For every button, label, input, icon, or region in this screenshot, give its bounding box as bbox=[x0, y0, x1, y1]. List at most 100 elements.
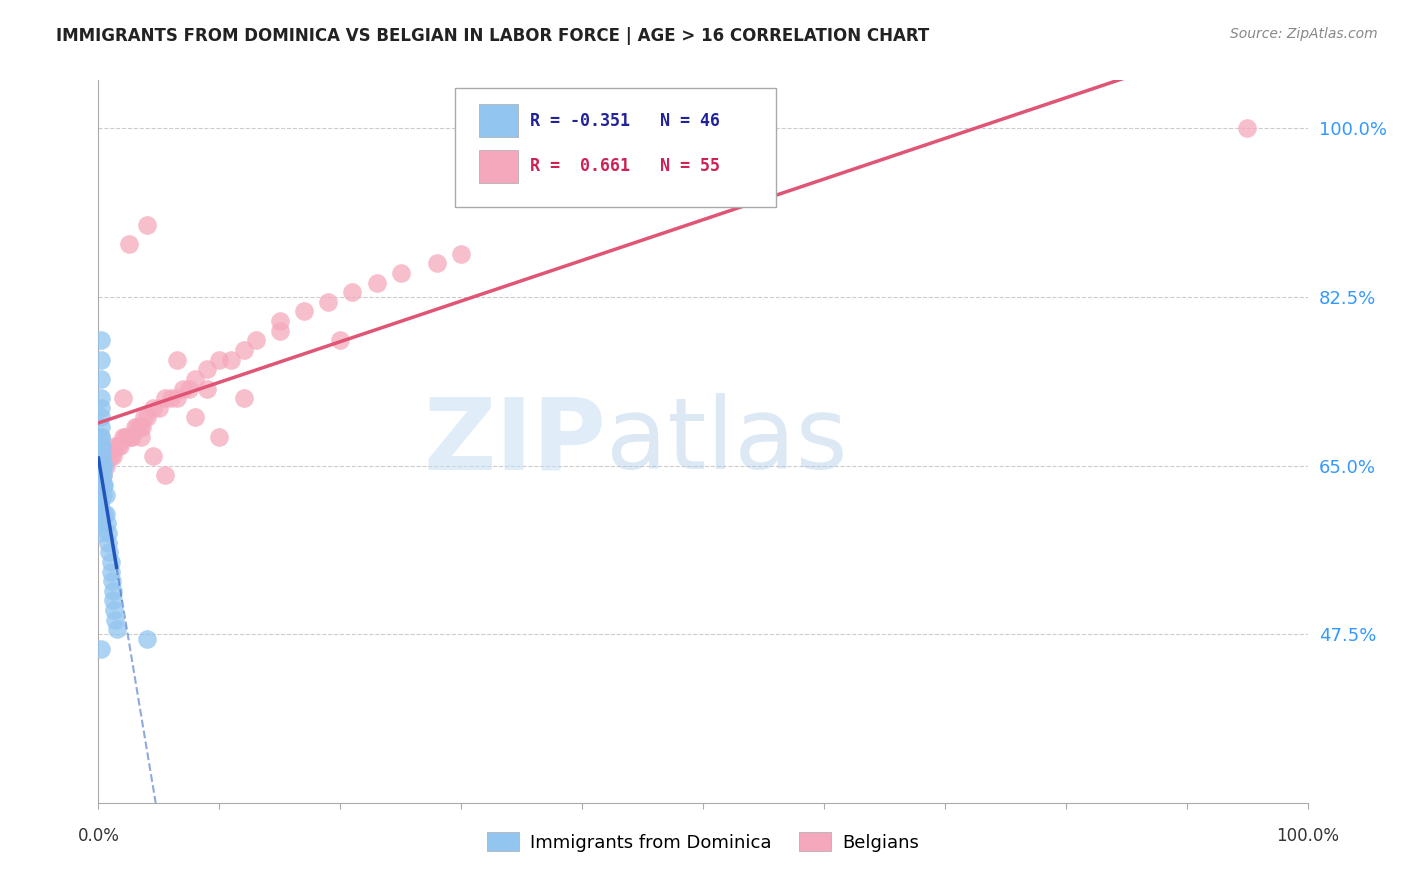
Point bbox=[94, 458, 117, 473]
Point bbox=[134, 410, 156, 425]
Point bbox=[91, 478, 114, 492]
Point bbox=[135, 632, 157, 646]
Point bbox=[153, 391, 176, 405]
Point bbox=[292, 304, 315, 318]
Point bbox=[1236, 121, 1258, 136]
Text: 100.0%: 100.0% bbox=[1277, 827, 1339, 845]
Point bbox=[111, 430, 134, 444]
Point bbox=[114, 430, 136, 444]
Point bbox=[90, 420, 112, 434]
Point bbox=[107, 439, 129, 453]
Point bbox=[101, 583, 124, 598]
Point bbox=[127, 420, 149, 434]
Point bbox=[135, 410, 157, 425]
Point bbox=[90, 439, 112, 453]
Point bbox=[389, 266, 412, 280]
Point bbox=[142, 449, 165, 463]
Text: R =  0.661   N = 55: R = 0.661 N = 55 bbox=[530, 157, 720, 175]
Point bbox=[316, 294, 339, 309]
Text: ZIP: ZIP bbox=[423, 393, 606, 490]
Point bbox=[91, 478, 114, 492]
Point bbox=[100, 555, 122, 569]
FancyBboxPatch shape bbox=[456, 87, 776, 207]
Point bbox=[90, 641, 112, 656]
Point bbox=[90, 401, 112, 415]
Point bbox=[97, 526, 120, 541]
Point bbox=[104, 439, 127, 453]
Point bbox=[195, 382, 218, 396]
Point bbox=[90, 430, 112, 444]
Point bbox=[90, 352, 112, 367]
Point bbox=[103, 603, 125, 617]
Point bbox=[89, 507, 111, 521]
Point bbox=[101, 593, 124, 607]
Point bbox=[91, 468, 114, 483]
Point bbox=[93, 507, 115, 521]
Point bbox=[160, 391, 183, 405]
Point bbox=[98, 545, 121, 559]
Text: IMMIGRANTS FROM DOMINICA VS BELGIAN IN LABOR FORCE | AGE > 16 CORRELATION CHART: IMMIGRANTS FROM DOMINICA VS BELGIAN IN L… bbox=[56, 27, 929, 45]
Point bbox=[269, 324, 291, 338]
Point bbox=[129, 430, 152, 444]
Point bbox=[117, 430, 139, 444]
Point bbox=[269, 314, 291, 328]
Point bbox=[184, 410, 207, 425]
Point bbox=[118, 430, 141, 444]
Point bbox=[96, 516, 118, 531]
Point bbox=[148, 401, 170, 415]
Point bbox=[93, 478, 115, 492]
Point bbox=[100, 574, 122, 589]
Point bbox=[208, 352, 231, 367]
Point bbox=[366, 276, 388, 290]
Point bbox=[184, 372, 207, 386]
Point bbox=[166, 352, 188, 367]
Point bbox=[245, 334, 267, 348]
Point bbox=[153, 468, 176, 483]
Point bbox=[104, 613, 127, 627]
Point bbox=[90, 478, 112, 492]
Point bbox=[121, 430, 143, 444]
Point bbox=[94, 487, 117, 501]
Point bbox=[195, 362, 218, 376]
Point bbox=[89, 497, 111, 511]
Point bbox=[426, 256, 449, 270]
Point bbox=[232, 343, 254, 357]
Point bbox=[97, 535, 120, 549]
Point bbox=[131, 420, 153, 434]
Point bbox=[108, 439, 131, 453]
Point bbox=[124, 420, 146, 434]
Point bbox=[166, 391, 188, 405]
Legend: Immigrants from Dominica, Belgians: Immigrants from Dominica, Belgians bbox=[479, 825, 927, 859]
Point bbox=[329, 334, 352, 348]
Point bbox=[91, 449, 114, 463]
Point bbox=[111, 391, 134, 405]
Point bbox=[90, 410, 112, 425]
Point bbox=[91, 458, 114, 473]
Point bbox=[208, 430, 231, 444]
FancyBboxPatch shape bbox=[479, 104, 517, 137]
Point bbox=[91, 449, 114, 463]
Point bbox=[91, 487, 114, 501]
Point bbox=[90, 372, 112, 386]
Point bbox=[91, 468, 114, 483]
Point bbox=[100, 449, 122, 463]
Point bbox=[89, 516, 111, 531]
Text: R = -0.351   N = 46: R = -0.351 N = 46 bbox=[530, 112, 720, 129]
Point bbox=[90, 430, 112, 444]
Point bbox=[94, 507, 117, 521]
Point bbox=[342, 285, 364, 300]
Point bbox=[97, 449, 120, 463]
Point bbox=[89, 487, 111, 501]
Point bbox=[105, 623, 128, 637]
Point bbox=[91, 439, 114, 453]
Point bbox=[90, 391, 112, 405]
Point bbox=[91, 458, 114, 473]
Point bbox=[90, 334, 112, 348]
FancyBboxPatch shape bbox=[479, 150, 517, 183]
Point bbox=[118, 237, 141, 252]
Point bbox=[93, 458, 115, 473]
Text: Source: ZipAtlas.com: Source: ZipAtlas.com bbox=[1230, 27, 1378, 41]
Point bbox=[135, 218, 157, 232]
Point bbox=[100, 565, 122, 579]
Point bbox=[128, 420, 150, 434]
